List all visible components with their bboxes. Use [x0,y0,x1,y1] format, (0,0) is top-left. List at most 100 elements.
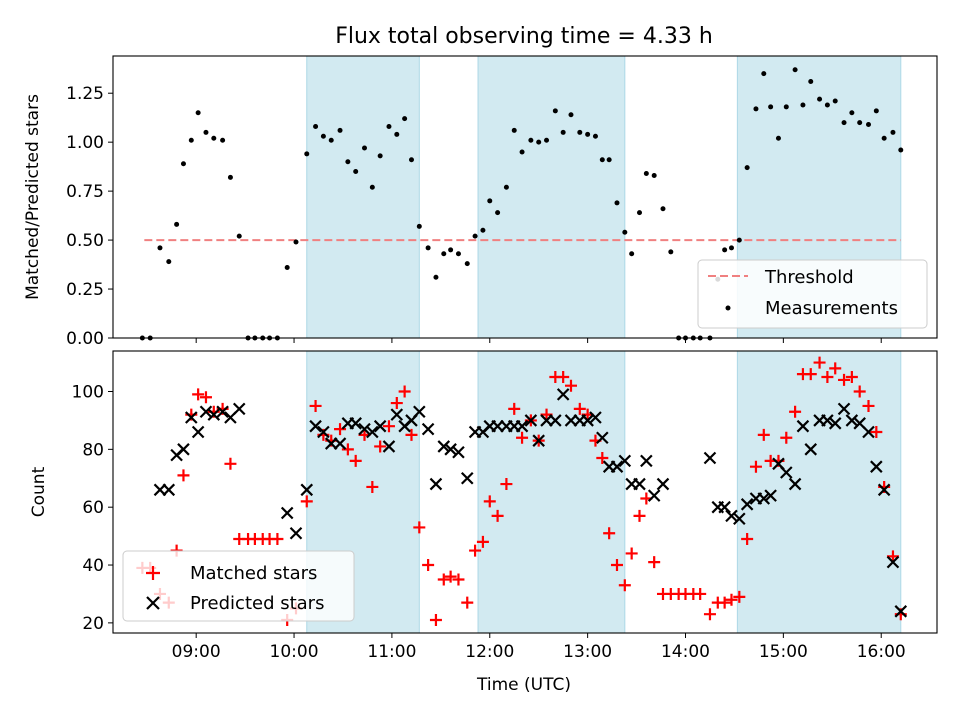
observing-bands [306,350,902,634]
matched-star-marker [564,379,577,392]
measurement-point [441,251,447,257]
x-tick-label: 12:00 [465,642,514,662]
measurement-point [328,137,334,143]
measurement-point [592,133,598,139]
measurement-point [544,137,550,143]
measurement-point [552,108,558,114]
matched-star-marker [398,385,411,398]
predicted-star-marker [333,437,347,450]
y-tick-label: 1.25 [66,84,104,104]
predicted-star-marker [640,454,653,468]
matched-star-marker [491,509,504,522]
measurement-point [898,147,904,153]
matched-star-marker [694,587,707,600]
observing-band [477,350,626,634]
predicted-star-marker [524,414,538,427]
matched-star-marker [199,391,212,404]
measurement-point [166,259,172,265]
measurement-point [599,157,605,163]
predicted-star-marker [862,425,875,439]
measurement-point [849,110,855,116]
predicted-star-marker [870,460,883,473]
matched-star-marker [648,556,661,569]
matched-star-marker [870,425,883,438]
observing-band [477,55,626,339]
count-y-axis-label: Count [29,466,49,517]
measurement-point [622,229,628,235]
predicted-star-marker [647,489,661,502]
predicted-star-marker [837,402,851,416]
measurement-point [174,221,180,227]
y-tick-label: 0.25 [66,280,104,300]
matched-star-marker [749,460,762,473]
measurement-point [728,245,734,251]
predicted-star-marker [185,411,198,424]
measurement-point [783,104,789,110]
predicted-star-marker [373,419,387,433]
count-x-ticks: 09:00 10:00 11:00 12:00 13:00 14:00 15:00 16:00 [172,633,906,662]
count-y-ticks: 20 40 60 80 100 [72,382,113,634]
y-tick-label: 20 [82,614,104,634]
predicted-star-marker [207,408,221,421]
x-tick-label: 14:00 [661,642,710,662]
predicted-star-marker [796,419,810,433]
predicted-star-marker [317,425,330,439]
measurement-point [480,227,486,233]
observing-band [306,55,420,339]
threshold-legend-label: Threshold [764,267,854,288]
measurement-point [808,78,814,84]
x-tick-label: 09:00 [172,642,221,662]
predicted-star-marker [390,408,404,421]
matched-star-marker [349,454,362,467]
count-panel: 09:00 10:00 11:00 12:00 13:00 14:00 15:00 16:00… [29,350,938,695]
measurement-point [345,159,351,165]
measurement-point [195,110,201,116]
matched-star-marker [821,371,834,384]
measurement-point [408,157,414,163]
predicted-legend-label: Predicted stars [190,593,324,614]
measurement-point [320,133,326,139]
predicted-star-marker [656,477,670,491]
matched-star-marker [625,547,638,560]
matched-star-marker [300,495,313,508]
measurement-point [157,245,163,251]
figure-title: Flux total observing time = 4.33 h [335,24,713,49]
measurement-point [416,223,422,229]
matched-star-marker [508,402,521,415]
count-legend: Matched stars Predicted stars [122,550,355,622]
matched-star-marker [853,385,866,398]
measurement-point [472,233,478,239]
predicted-star-marker [556,388,570,401]
matched-star-marker [633,509,646,522]
matched-star-marker [573,402,586,415]
predicted-star-marker [177,443,190,456]
predicted-star-marker [610,460,624,473]
ratio-plot-frame [112,55,938,339]
predicted-star-marker [886,555,900,569]
matched-star-marker [382,420,395,433]
measurement-point [651,172,657,178]
predicted-star-marker [589,411,602,424]
predicted-star-marker [382,440,396,453]
matched-star-marker [733,590,746,603]
matched-star-marker [516,431,529,444]
count-legend-box [122,550,355,622]
predicted-star-marker [788,477,802,491]
measurement-point [203,129,209,135]
matched-star-marker [596,452,609,465]
predicted-star-marker [437,440,451,453]
measurement-point [629,251,635,257]
matched-legend-swatch [146,566,160,580]
matched-star-marker [422,559,435,572]
matched-star-marker [703,608,716,621]
measurement-point [753,106,759,112]
predicted-star-marker [764,489,777,502]
matched-star-marker [444,570,457,583]
matched-star-marker [437,573,450,586]
measurement-point [284,265,290,270]
matched-star-marker [838,373,851,386]
measurement-point [369,184,375,190]
matched-star-marker [192,388,205,401]
predicted-star-marker [894,605,908,618]
matched-star-marker [829,362,842,375]
